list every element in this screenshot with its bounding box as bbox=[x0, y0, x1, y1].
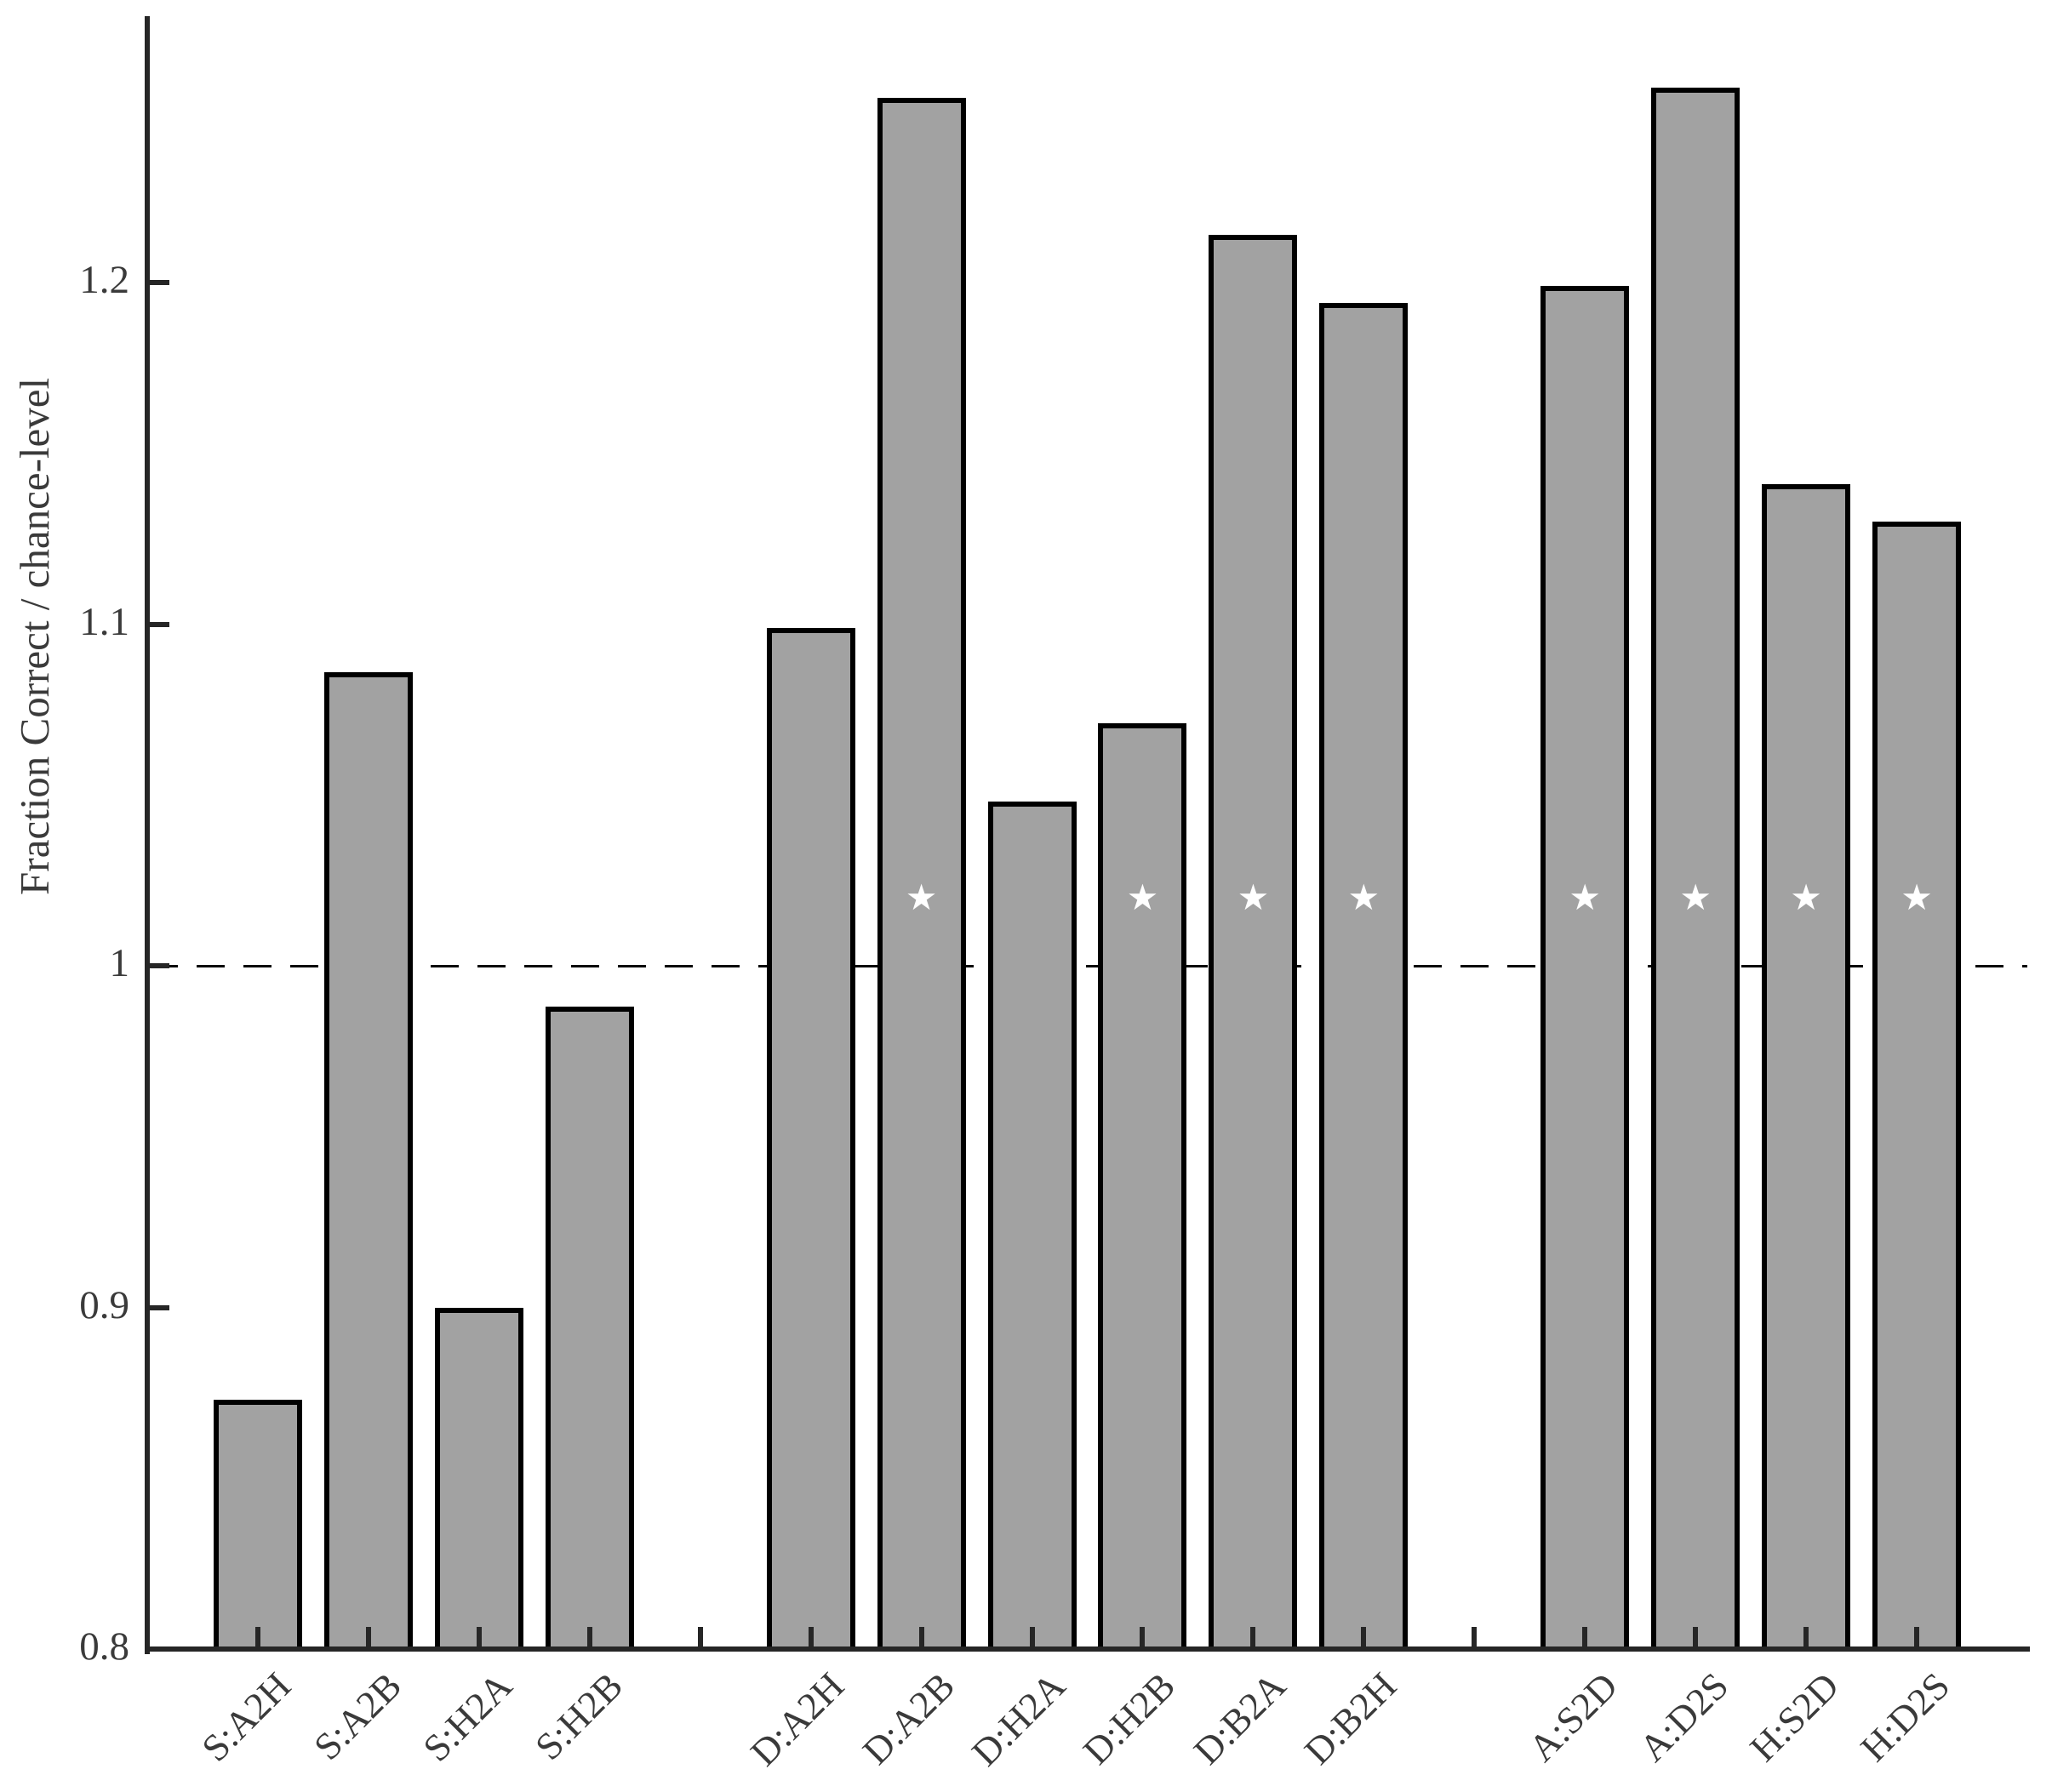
bar bbox=[1872, 522, 1962, 1652]
x-tick-label: A:D2S bbox=[1631, 1664, 1737, 1770]
bar bbox=[877, 98, 966, 1652]
y-tick-label: 1.2 bbox=[79, 258, 129, 303]
x-tick-label: D:B2A bbox=[1186, 1664, 1295, 1773]
x-tick-label: S:H2A bbox=[414, 1664, 521, 1770]
y-tick bbox=[150, 1304, 169, 1310]
bar bbox=[1209, 234, 1298, 1652]
bar bbox=[1319, 303, 1409, 1652]
x-tick-label: D:H2A bbox=[963, 1664, 1073, 1774]
x-tick bbox=[697, 1627, 703, 1646]
significance-star-icon: ★ bbox=[1569, 876, 1602, 919]
x-tick bbox=[476, 1627, 482, 1646]
x-tick bbox=[1914, 1627, 1920, 1646]
x-tick bbox=[1029, 1627, 1035, 1646]
x-tick-label: S:H2B bbox=[526, 1664, 631, 1768]
bar bbox=[213, 1399, 302, 1652]
bar bbox=[323, 671, 413, 1652]
x-tick bbox=[1140, 1627, 1146, 1646]
y-tick-label: 0.9 bbox=[79, 1282, 129, 1327]
bar bbox=[1651, 88, 1740, 1652]
y-tick bbox=[150, 621, 169, 627]
x-tick bbox=[1361, 1627, 1367, 1646]
x-tick bbox=[365, 1627, 371, 1646]
x-tick-label: H:D2S bbox=[1852, 1664, 1958, 1770]
x-tick-label: S:A2H bbox=[193, 1664, 300, 1770]
x-tick bbox=[1472, 1627, 1478, 1646]
bar bbox=[1762, 484, 1851, 1652]
x-tick bbox=[1803, 1627, 1809, 1646]
x-tick-label: D:H2B bbox=[1075, 1664, 1184, 1773]
y-tick bbox=[150, 280, 169, 286]
x-tick bbox=[1693, 1627, 1699, 1646]
x-tick-label: D:A2B bbox=[854, 1664, 963, 1773]
bar bbox=[545, 1007, 634, 1652]
significance-star-icon: ★ bbox=[1679, 876, 1712, 919]
y-tick bbox=[150, 1646, 169, 1652]
x-tick bbox=[586, 1627, 592, 1646]
x-tick-label: D:A2H bbox=[741, 1664, 852, 1774]
x-axis-line bbox=[145, 1646, 2030, 1652]
x-tick bbox=[254, 1627, 260, 1646]
bar bbox=[1540, 286, 1630, 1652]
significance-star-icon: ★ bbox=[1790, 876, 1822, 919]
y-tick bbox=[150, 963, 169, 969]
x-tick-label: A:S2D bbox=[1520, 1664, 1626, 1770]
y-axis-line bbox=[145, 16, 150, 1654]
x-tick bbox=[918, 1627, 924, 1646]
y-tick-label: 0.8 bbox=[79, 1624, 129, 1669]
significance-star-icon: ★ bbox=[1237, 876, 1270, 919]
significance-star-icon: ★ bbox=[1901, 876, 1933, 919]
significance-star-icon: ★ bbox=[1126, 876, 1159, 919]
x-tick bbox=[808, 1627, 814, 1646]
bar bbox=[1098, 723, 1187, 1652]
x-tick-label: D:B2H bbox=[1296, 1664, 1405, 1773]
significance-star-icon: ★ bbox=[905, 876, 938, 919]
bar bbox=[434, 1307, 523, 1652]
bar bbox=[987, 802, 1077, 1652]
x-tick bbox=[1250, 1627, 1256, 1646]
bar bbox=[766, 627, 855, 1652]
y-tick-label: 1.1 bbox=[79, 599, 129, 644]
x-tick bbox=[1582, 1627, 1588, 1646]
chance-level-reference-line bbox=[150, 964, 2027, 967]
y-tick-label: 1 bbox=[109, 941, 130, 986]
significance-star-icon: ★ bbox=[1347, 876, 1380, 919]
x-tick-label: S:A2B bbox=[306, 1664, 410, 1768]
x-tick-label: H:S2D bbox=[1741, 1664, 1848, 1770]
